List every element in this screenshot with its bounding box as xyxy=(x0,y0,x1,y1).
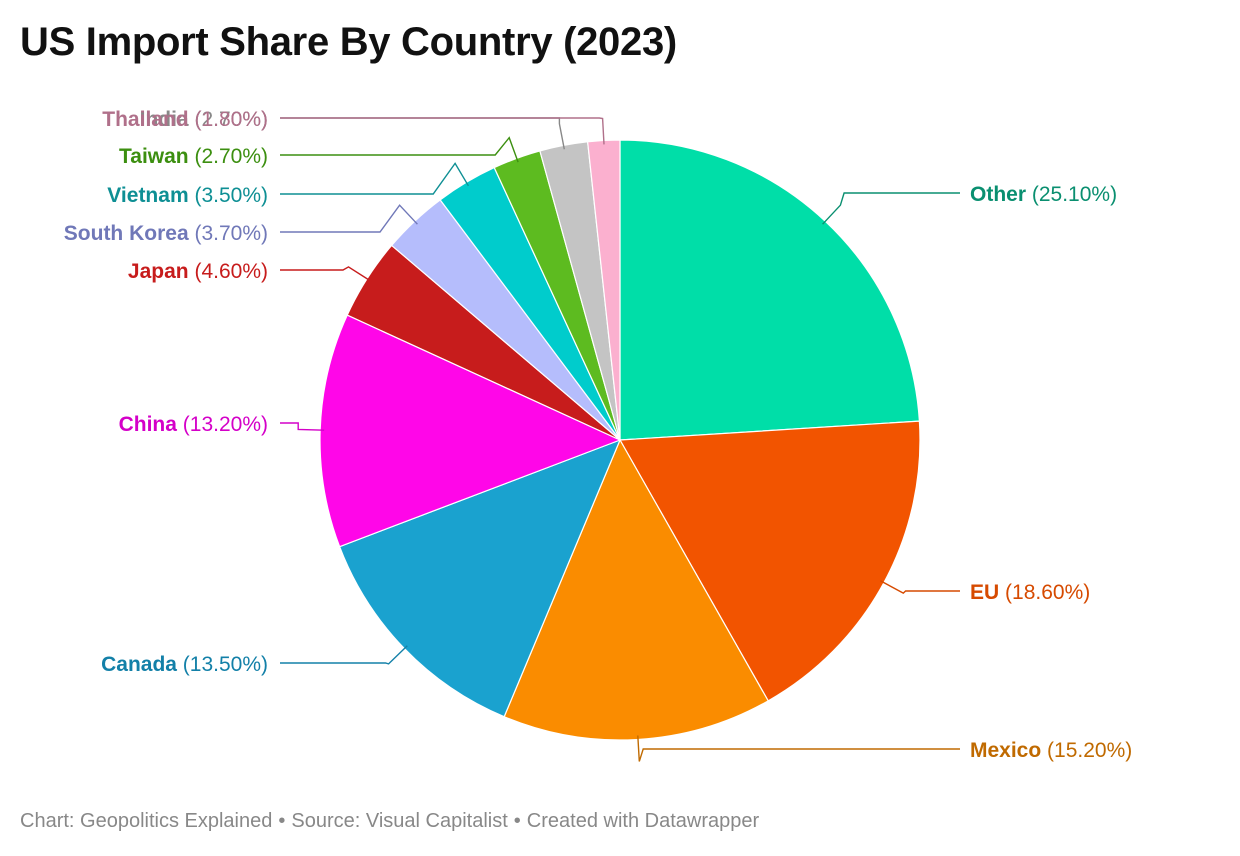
slice-label-name: Thailand xyxy=(102,108,188,131)
chart-credit: Chart: Geopolitics Explained xyxy=(20,810,273,832)
slice-label-japan: Japan (4.60%) xyxy=(128,260,268,283)
leader-line-mexico xyxy=(637,735,960,762)
slice-label-china: China (13.20%) xyxy=(119,413,268,436)
pie-slices xyxy=(319,139,921,741)
leader-line-vietnam xyxy=(280,162,470,195)
leader-line-india xyxy=(280,117,565,150)
slice-label-south-korea: South Korea (3.70%) xyxy=(64,222,268,245)
leader-line-canada xyxy=(280,645,408,665)
slice-label-name: Mexico xyxy=(970,739,1041,762)
slice-label-canada: Canada (13.50%) xyxy=(101,653,268,676)
slice-label-eu: EU (18.60%) xyxy=(970,581,1090,604)
slice-label-name: Vietnam xyxy=(107,184,188,207)
slice-label-value: (3.70%) xyxy=(189,222,268,245)
leader-line-south-korea xyxy=(280,204,418,233)
slice-label-value: (13.50%) xyxy=(177,653,268,676)
label-leader-lines xyxy=(280,117,960,762)
slice-label-india: India (2.70%) xyxy=(140,108,268,131)
slice-label-value: (2.70%) xyxy=(189,145,268,168)
slice-label-name: Taiwan xyxy=(119,145,189,168)
slice-label-value: (18.60%) xyxy=(999,581,1090,604)
slice-label-value: (2.70%) xyxy=(189,108,268,131)
slice-label-mexico: Mexico (15.20%) xyxy=(970,739,1132,762)
slice-label-value: (13.20%) xyxy=(177,413,268,436)
slice-label-name: Canada xyxy=(101,653,177,676)
slice-label-value: (1.80%) xyxy=(189,108,268,131)
slice-label-other: Other (25.10%) xyxy=(970,183,1117,206)
slice-label-vietnam: Vietnam (3.50%) xyxy=(107,184,268,207)
footer-separator: • xyxy=(278,810,286,832)
leader-line-eu xyxy=(880,580,960,594)
pie-chart: Other (25.10%) EU (18.60%) Mexico (15.20%)… xyxy=(64,108,1132,762)
slice-other[interactable] xyxy=(619,139,921,441)
slice-labels: Other (25.10%) EU (18.60%) Mexico (15.20%)… xyxy=(64,108,1132,762)
leader-line-other xyxy=(822,192,960,225)
slice-label-name: China xyxy=(119,413,178,436)
slice-label-value: (15.20%) xyxy=(1041,739,1132,762)
chart-footer: Chart: Geopolitics Explained • Source: Vis… xyxy=(20,810,759,833)
slice-label-name: India xyxy=(140,108,189,131)
slice-label-name: South Korea xyxy=(64,222,189,245)
leader-line-japan xyxy=(280,266,371,282)
chart-tool-credit[interactable]: Created with Datawrapper xyxy=(526,810,760,832)
slice-label-value: (3.50%) xyxy=(189,184,268,207)
slice-label-taiwan: Taiwan (2.70%) xyxy=(119,145,268,168)
slice-label-name: Other xyxy=(970,183,1026,206)
slice-label-value: (4.60%) xyxy=(189,260,268,283)
leader-line-thailand xyxy=(280,117,605,145)
slice-label-thailand: Thailand (1.80%) xyxy=(102,108,268,131)
slice-label-name: EU xyxy=(970,581,999,604)
footer-separator: • xyxy=(513,810,521,832)
chart-title: US Import Share By Country (2023) xyxy=(20,20,677,64)
chart-source[interactable]: Source: Visual Capitalist xyxy=(291,810,508,832)
slice-label-name: Japan xyxy=(128,260,189,283)
slice-label-value: (25.10%) xyxy=(1026,183,1117,206)
leader-line-china xyxy=(280,422,325,431)
leader-line-taiwan xyxy=(280,136,519,163)
